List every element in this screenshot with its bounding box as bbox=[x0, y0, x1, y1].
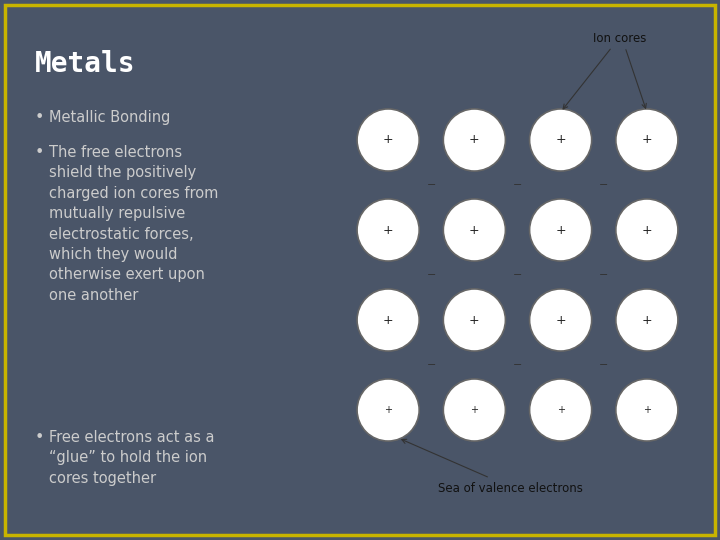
Ellipse shape bbox=[357, 289, 419, 351]
Text: −: − bbox=[426, 180, 436, 190]
Ellipse shape bbox=[444, 289, 505, 351]
Text: +: + bbox=[469, 314, 480, 327]
Ellipse shape bbox=[530, 109, 592, 171]
Ellipse shape bbox=[616, 199, 678, 261]
Text: Sea of valence electrons: Sea of valence electrons bbox=[438, 482, 582, 495]
Text: +: + bbox=[383, 314, 393, 327]
Text: +: + bbox=[557, 405, 564, 415]
Text: +: + bbox=[555, 224, 566, 237]
Text: •: • bbox=[35, 145, 45, 160]
Text: +: + bbox=[469, 224, 480, 237]
Ellipse shape bbox=[530, 199, 592, 261]
Ellipse shape bbox=[357, 379, 419, 441]
Text: +: + bbox=[642, 133, 652, 146]
Text: Metallic Bonding: Metallic Bonding bbox=[49, 110, 171, 125]
Ellipse shape bbox=[530, 379, 592, 441]
Ellipse shape bbox=[444, 109, 505, 171]
Text: +: + bbox=[470, 405, 478, 415]
Text: +: + bbox=[642, 224, 652, 237]
Ellipse shape bbox=[616, 289, 678, 351]
Text: •: • bbox=[35, 430, 45, 445]
Text: Free electrons act as a
“glue” to hold the ion
cores together: Free electrons act as a “glue” to hold t… bbox=[49, 430, 215, 486]
Text: +: + bbox=[555, 314, 566, 327]
Text: +: + bbox=[643, 405, 651, 415]
Text: +: + bbox=[383, 224, 393, 237]
Text: −: − bbox=[599, 270, 608, 280]
Text: −: − bbox=[513, 180, 522, 190]
Ellipse shape bbox=[616, 379, 678, 441]
Text: −: − bbox=[513, 270, 522, 280]
Text: −: − bbox=[599, 180, 608, 190]
Text: −: − bbox=[426, 270, 436, 280]
Text: −: − bbox=[426, 360, 436, 370]
Ellipse shape bbox=[444, 379, 505, 441]
Ellipse shape bbox=[357, 109, 419, 171]
Ellipse shape bbox=[444, 199, 505, 261]
Text: −: − bbox=[513, 360, 522, 370]
Text: +: + bbox=[383, 133, 393, 146]
Text: −: − bbox=[599, 360, 608, 370]
Text: Ion cores: Ion cores bbox=[593, 32, 647, 45]
Text: Metals: Metals bbox=[35, 50, 135, 78]
Ellipse shape bbox=[357, 199, 419, 261]
Text: +: + bbox=[469, 133, 480, 146]
Text: The free electrons
shield the positively
charged ion cores from
mutually repulsi: The free electrons shield the positively… bbox=[49, 145, 218, 303]
Ellipse shape bbox=[616, 109, 678, 171]
Text: +: + bbox=[642, 314, 652, 327]
Text: +: + bbox=[555, 133, 566, 146]
Ellipse shape bbox=[530, 289, 592, 351]
Text: •: • bbox=[35, 110, 45, 125]
Text: +: + bbox=[384, 405, 392, 415]
